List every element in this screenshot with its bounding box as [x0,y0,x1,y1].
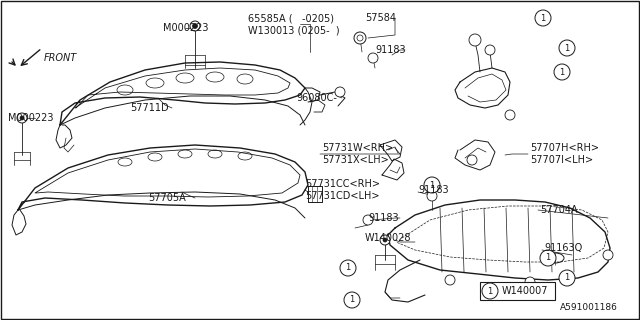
Circle shape [335,87,345,97]
Text: 1: 1 [488,286,493,295]
Circle shape [340,260,356,276]
Text: 57731CD<LH>: 57731CD<LH> [305,191,380,201]
Text: 65585A (   -0205): 65585A ( -0205) [248,13,334,23]
Text: 1: 1 [559,68,564,76]
Text: 57731CC<RH>: 57731CC<RH> [305,179,380,189]
Text: 1: 1 [564,274,570,283]
Text: 57705A: 57705A [148,193,186,203]
Circle shape [469,34,481,46]
Text: 91163Q: 91163Q [544,243,582,253]
Circle shape [354,32,366,44]
Circle shape [525,277,535,287]
Circle shape [603,250,613,260]
Text: 57707I<LH>: 57707I<LH> [530,155,593,165]
Text: 57731W<RH>: 57731W<RH> [322,143,393,153]
Text: 57584: 57584 [365,13,396,23]
Text: W130013 (0205-  ): W130013 (0205- ) [248,25,340,35]
Text: 1: 1 [349,295,355,305]
Circle shape [363,215,373,225]
Text: A591001186: A591001186 [560,303,618,313]
Text: 57704A: 57704A [540,205,578,215]
Circle shape [17,113,27,123]
Text: 91183: 91183 [368,213,399,223]
Text: W140007: W140007 [502,286,548,296]
Circle shape [554,64,570,80]
Circle shape [485,45,495,55]
Text: M000223: M000223 [8,113,54,123]
Circle shape [559,270,575,286]
Circle shape [424,177,440,193]
Text: 57731X<LH>: 57731X<LH> [322,155,388,165]
Text: 1: 1 [540,13,546,22]
Circle shape [482,283,498,299]
Circle shape [190,21,200,31]
Circle shape [467,155,477,165]
Text: FRONT: FRONT [44,53,77,63]
Circle shape [540,250,556,266]
Circle shape [20,116,24,120]
Text: 91183: 91183 [375,45,406,55]
Text: M000223: M000223 [163,23,209,33]
Circle shape [344,292,360,308]
Text: 57707H<RH>: 57707H<RH> [530,143,599,153]
Text: 1: 1 [429,180,435,189]
Circle shape [380,235,390,245]
Text: 96080C-: 96080C- [296,93,337,103]
Text: 1: 1 [346,263,351,273]
Circle shape [193,23,198,28]
Circle shape [427,191,437,201]
Bar [480,282,555,300]
Circle shape [505,110,515,120]
Text: W140028: W140028 [365,233,412,243]
Text: 57711D: 57711D [130,103,168,113]
Text: 1: 1 [564,44,570,52]
Circle shape [445,275,455,285]
Text: 91183: 91183 [418,185,449,195]
Circle shape [559,40,575,56]
Circle shape [535,10,551,26]
Circle shape [368,53,378,63]
Text: 1: 1 [545,253,550,262]
Circle shape [383,238,387,242]
